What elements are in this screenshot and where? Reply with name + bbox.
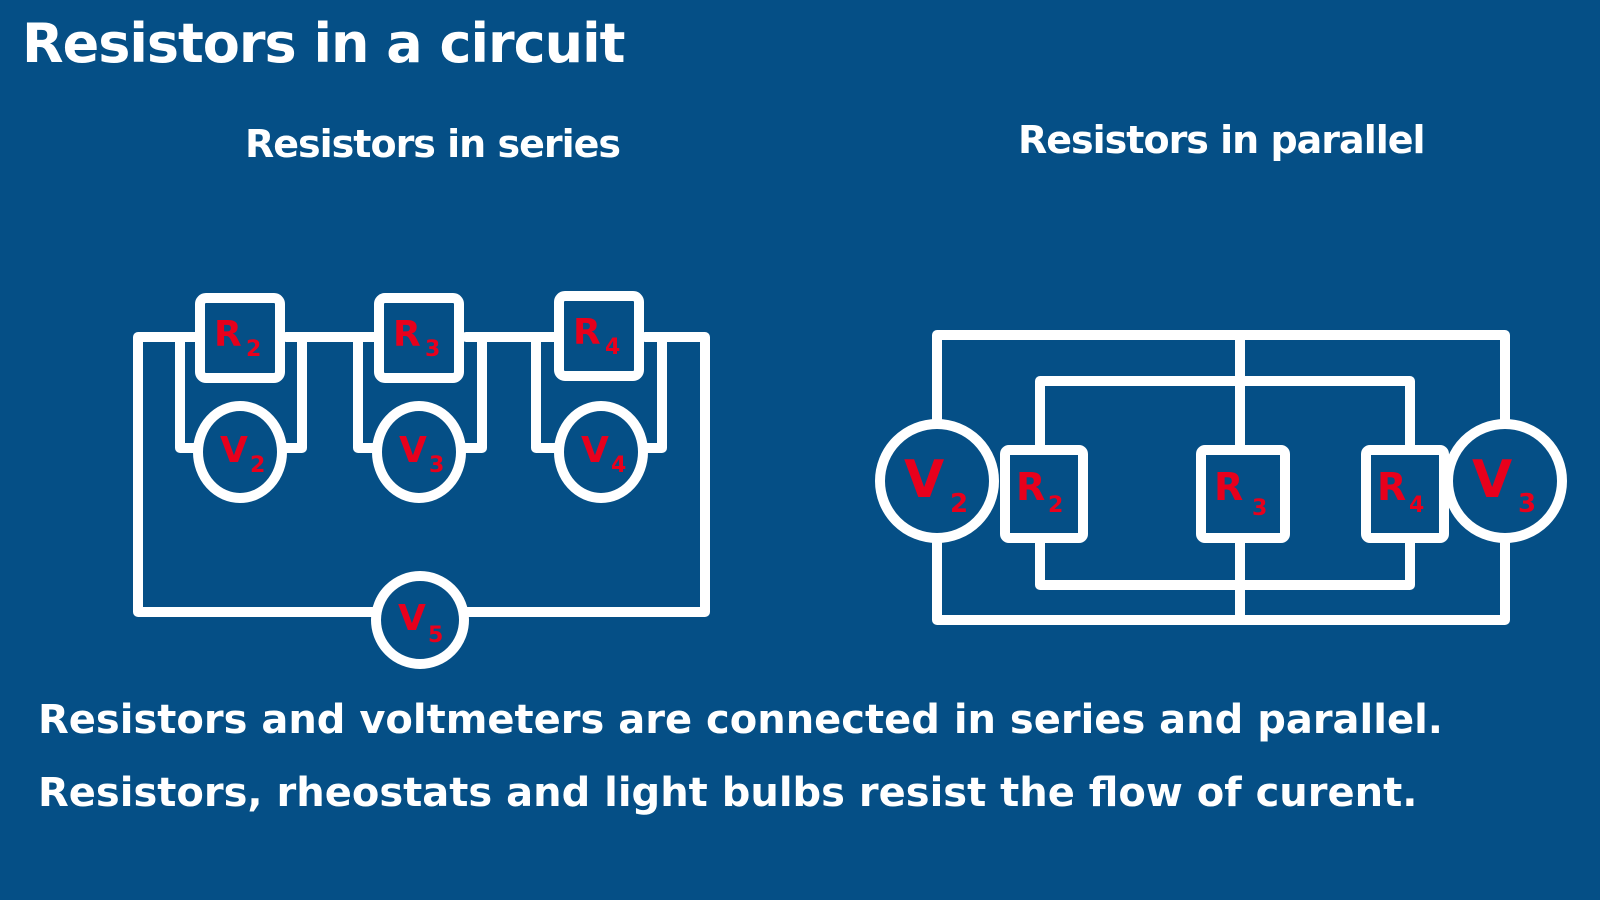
series-voltmeter-v3: V 3: [372, 401, 466, 503]
parallel-resistor-r2-sub: 2: [1048, 493, 1063, 518]
series-resistor-r3: R 3: [374, 293, 464, 383]
series-voltmeter-v2-letter: V: [220, 430, 248, 471]
caption-line-1: Resistors and voltmeters are connected i…: [38, 697, 1443, 743]
parallel-voltmeter-v2-letter: V: [904, 450, 944, 510]
parallel-wire-outer: [932, 330, 1510, 625]
series-voltmeter-v3-sub: 3: [429, 453, 444, 478]
series-wire-top: [133, 332, 710, 617]
parallel-voltmeter-v2: V 2: [875, 419, 999, 543]
parallel-voltmeter-v3-sub: 3: [1518, 489, 1536, 519]
series-voltmeter-v2: V 2: [193, 401, 287, 503]
series-resistor-r2-letter: R: [214, 314, 242, 355]
series-voltmeter-v4-sub: 4: [611, 453, 626, 478]
parallel-circuit: V 2 V 3 R 2 R 3 R 4: [875, 330, 1567, 625]
parallel-heading: Resistors in parallel: [1018, 118, 1426, 162]
series-voltmeter-v2-sub: 2: [250, 453, 265, 478]
parallel-resistor-r2-letter: R: [1016, 465, 1045, 509]
series-resistor-r3-sub: 3: [425, 337, 440, 362]
series-branch-2: [353, 332, 487, 453]
series-circuit: R 2 R 3 R 4 V 2 V 3 V 4: [133, 291, 710, 669]
series-voltmeter-v5: V 5: [371, 571, 469, 669]
series-resistor-r4-letter: R: [573, 312, 601, 353]
series-voltmeter-v3-letter: V: [399, 430, 427, 471]
parallel-resistor-r2: R 2: [1000, 445, 1088, 543]
parallel-resistor-r3: R 3: [1196, 445, 1290, 543]
series-resistor-r4-sub: 4: [605, 335, 620, 360]
parallel-resistor-r3-letter: R: [1214, 465, 1243, 509]
series-branch-1: [175, 332, 307, 453]
parallel-voltmeter-v3: V 3: [1443, 419, 1567, 543]
series-resistor-r3-letter: R: [393, 314, 421, 355]
page-title: Resistors in a circuit: [22, 12, 625, 75]
series-voltmeter-v4: V 4: [554, 401, 648, 503]
series-voltmeter-v5-letter: V: [398, 598, 426, 639]
parallel-resistor-r3-sub: 3: [1252, 496, 1267, 521]
parallel-resistor-r4-sub: 4: [1409, 493, 1424, 518]
series-heading: Resistors in series: [245, 122, 621, 166]
series-resistor-r4: R 4: [554, 291, 644, 381]
series-voltmeter-v4-letter: V: [581, 430, 609, 471]
series-resistor-r2: R 2: [195, 293, 285, 383]
series-resistor-r2-sub: 2: [246, 337, 261, 362]
parallel-wire-inner: [1035, 376, 1415, 590]
parallel-resistor-r4: R 4: [1361, 445, 1449, 543]
caption-line-2: Resistors, rheostats and light bulbs res…: [38, 770, 1418, 816]
parallel-voltmeter-v2-sub: 2: [950, 489, 968, 519]
parallel-voltmeter-v3-letter: V: [1472, 450, 1512, 510]
parallel-resistor-r4-letter: R: [1377, 465, 1406, 509]
series-voltmeter-v5-sub: 5: [428, 623, 443, 648]
